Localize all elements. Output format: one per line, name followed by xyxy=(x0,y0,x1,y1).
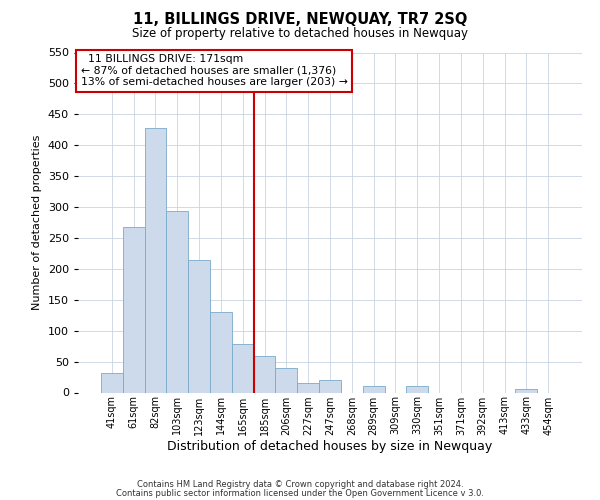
Bar xyxy=(297,383,319,392)
Bar xyxy=(101,372,123,392)
Bar xyxy=(254,356,275,393)
Bar xyxy=(123,228,145,392)
Y-axis label: Number of detached properties: Number of detached properties xyxy=(32,135,42,310)
Text: Contains HM Land Registry data © Crown copyright and database right 2024.: Contains HM Land Registry data © Crown c… xyxy=(137,480,463,489)
Text: Contains public sector information licensed under the Open Government Licence v : Contains public sector information licen… xyxy=(116,488,484,498)
Bar xyxy=(319,380,341,392)
Bar xyxy=(188,260,210,392)
Bar xyxy=(210,312,232,392)
X-axis label: Distribution of detached houses by size in Newquay: Distribution of detached houses by size … xyxy=(167,440,493,454)
Bar xyxy=(406,386,428,392)
Bar xyxy=(166,212,188,392)
Text: 11, BILLINGS DRIVE, NEWQUAY, TR7 2SQ: 11, BILLINGS DRIVE, NEWQUAY, TR7 2SQ xyxy=(133,12,467,28)
Bar xyxy=(275,368,297,392)
Text: Size of property relative to detached houses in Newquay: Size of property relative to detached ho… xyxy=(132,28,468,40)
Bar xyxy=(232,344,254,392)
Bar xyxy=(515,390,537,392)
Bar xyxy=(363,386,385,392)
Bar xyxy=(145,128,166,392)
Text: 11 BILLINGS DRIVE: 171sqm
← 87% of detached houses are smaller (1,376)
13% of se: 11 BILLINGS DRIVE: 171sqm ← 87% of detac… xyxy=(80,54,347,88)
